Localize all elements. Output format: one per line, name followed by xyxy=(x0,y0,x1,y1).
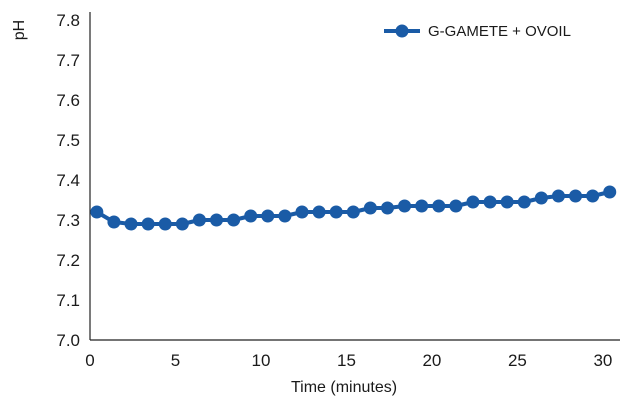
y-tick-label: 7.6 xyxy=(56,91,80,110)
data-point xyxy=(483,195,497,209)
data-point xyxy=(466,195,480,209)
tick-labels: 7.0 7.1 7.2 7.3 7.4 7.5 7.6 7.7 7.8 0 5 10 15 20 25 30 xyxy=(56,11,612,370)
data-point xyxy=(603,185,617,199)
data-point xyxy=(534,191,548,205)
data-point xyxy=(107,215,121,229)
x-tick-label: 10 xyxy=(252,351,271,370)
y-tick-label: 7.3 xyxy=(56,211,80,230)
data-point xyxy=(517,195,531,209)
data-point xyxy=(329,205,343,219)
y-tick-label: 7.7 xyxy=(56,51,80,70)
data-point xyxy=(244,209,258,223)
x-tick-label: 25 xyxy=(508,351,527,370)
x-tick-label: 0 xyxy=(85,351,94,370)
y-tick-label: 7.0 xyxy=(56,331,80,350)
data-point xyxy=(449,199,463,213)
x-tick-label: 30 xyxy=(593,351,612,370)
data-point xyxy=(500,195,514,209)
data-point xyxy=(432,199,446,213)
series-layer xyxy=(90,185,617,231)
y-tick-label: 7.2 xyxy=(56,251,80,270)
y-tick-label: 7.8 xyxy=(56,11,80,30)
data-point xyxy=(380,201,394,215)
legend-marker xyxy=(395,24,409,38)
data-point xyxy=(295,205,309,219)
data-point xyxy=(346,205,360,219)
data-point xyxy=(415,199,429,213)
legend: G-GAMETE + OVOIL xyxy=(384,23,571,40)
data-point xyxy=(124,217,138,231)
data-point xyxy=(141,217,155,231)
data-point xyxy=(210,213,224,227)
x-tick-label: 5 xyxy=(171,351,180,370)
y-tick-label: 7.5 xyxy=(56,131,80,150)
data-point xyxy=(586,189,600,203)
data-point xyxy=(278,209,292,223)
y-axis-title: pH xyxy=(11,20,28,40)
legend-label: G-GAMETE + OVOIL xyxy=(428,23,571,40)
data-point xyxy=(227,213,241,227)
data-point xyxy=(363,201,377,215)
y-tick-label: 7.1 xyxy=(56,291,80,310)
x-tick-label: 20 xyxy=(422,351,441,370)
data-point xyxy=(175,217,189,231)
data-point xyxy=(192,213,206,227)
y-tick-label: 7.4 xyxy=(56,171,80,190)
data-point xyxy=(90,205,104,219)
data-point xyxy=(312,205,326,219)
data-point xyxy=(261,209,275,223)
x-axis-title: Time (minutes) xyxy=(291,379,397,396)
data-point xyxy=(158,217,172,231)
data-point xyxy=(398,199,412,213)
axes xyxy=(89,12,620,341)
data-point xyxy=(569,189,583,203)
series xyxy=(90,185,617,231)
x-tick-label: 15 xyxy=(337,351,356,370)
data-point xyxy=(551,189,565,203)
